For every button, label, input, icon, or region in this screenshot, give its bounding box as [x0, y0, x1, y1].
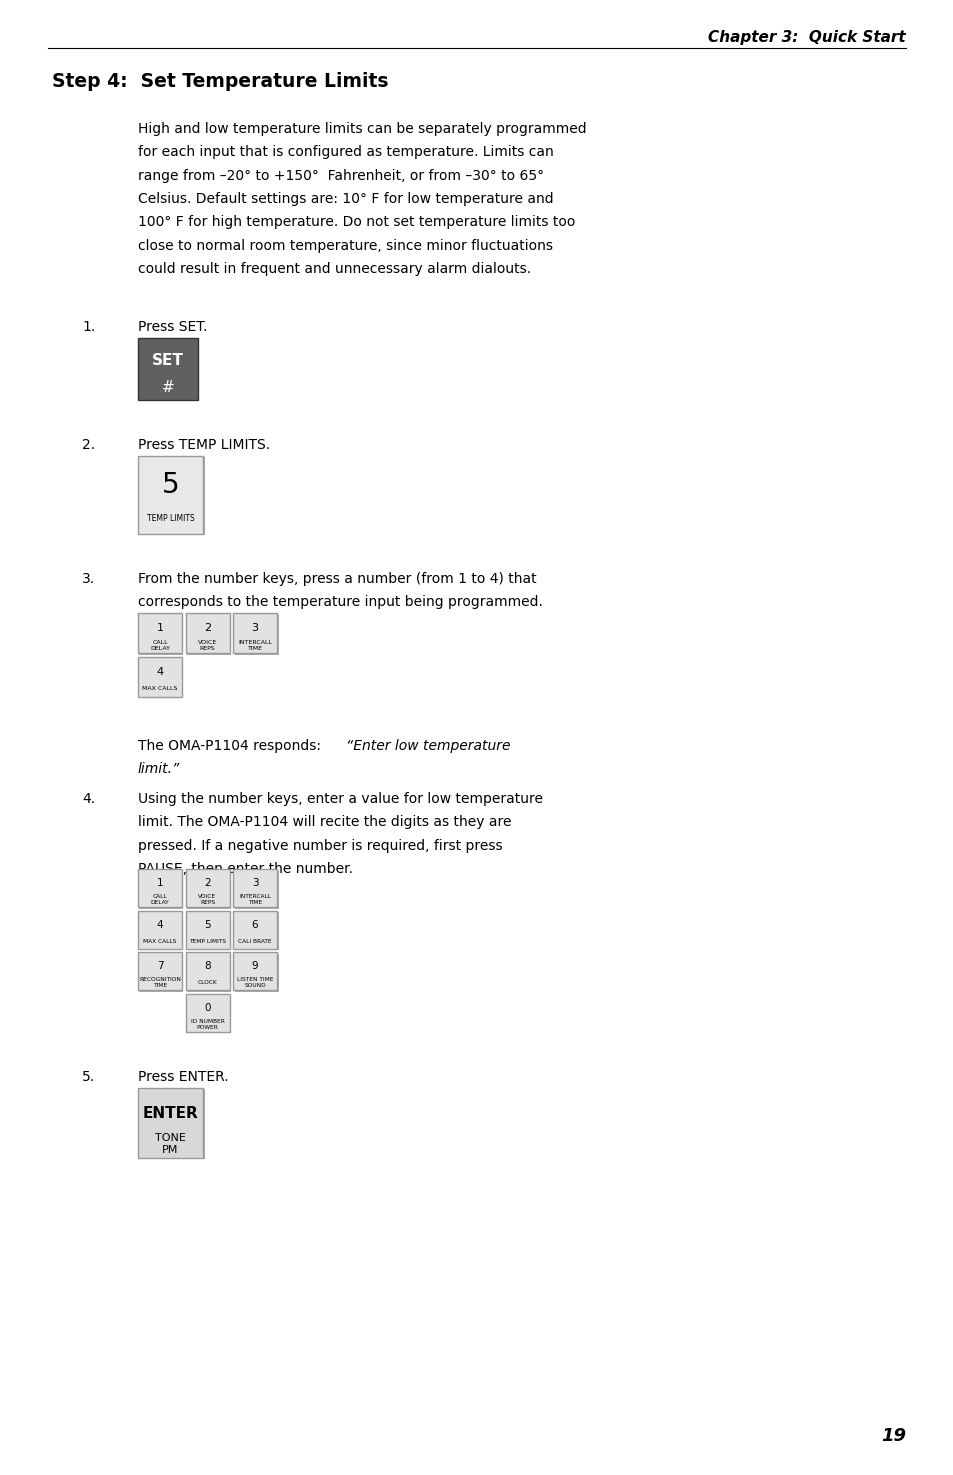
Bar: [233, 910, 276, 948]
Text: 2: 2: [204, 622, 211, 633]
Text: PAUSE, then enter the number.: PAUSE, then enter the number.: [138, 861, 353, 876]
Bar: [187, 996, 231, 1034]
Text: Celsius. Default settings are: 10° F for low temperature and: Celsius. Default settings are: 10° F for…: [138, 192, 553, 206]
Text: CLOCK: CLOCK: [197, 981, 217, 985]
Bar: [139, 913, 183, 950]
Bar: [138, 614, 182, 653]
Text: pressed. If a negative number is required, first press: pressed. If a negative number is require…: [138, 839, 502, 853]
Bar: [139, 870, 183, 909]
Text: 8: 8: [204, 962, 211, 972]
Bar: [185, 614, 230, 653]
Text: Press ENTER.: Press ENTER.: [138, 1069, 229, 1084]
Bar: [139, 457, 204, 535]
Text: High and low temperature limits can be separately programmed: High and low temperature limits can be s…: [138, 122, 586, 136]
Bar: [187, 954, 231, 991]
Text: 1: 1: [156, 878, 163, 888]
Text: Chapter 3:  Quick Start: Chapter 3: Quick Start: [708, 30, 905, 46]
Text: 9: 9: [252, 962, 258, 972]
Bar: [139, 954, 183, 991]
Text: 1: 1: [156, 622, 163, 633]
Text: CALL
DELAY: CALL DELAY: [151, 894, 169, 906]
Text: Press TEMP LIMITS.: Press TEMP LIMITS.: [138, 438, 270, 451]
Text: MAX CALLS: MAX CALLS: [143, 938, 176, 944]
Text: #: #: [161, 381, 174, 395]
Bar: [234, 913, 278, 950]
Bar: [187, 913, 231, 950]
Bar: [139, 1090, 204, 1159]
Bar: [234, 615, 278, 655]
Text: limit. The OMA-P1104 will recite the digits as they are: limit. The OMA-P1104 will recite the dig…: [138, 816, 511, 829]
Bar: [138, 953, 182, 990]
Text: MAX CALLS: MAX CALLS: [142, 686, 177, 692]
Text: 7: 7: [156, 962, 163, 972]
Text: 3.: 3.: [82, 572, 95, 586]
Text: VOICE
REPS: VOICE REPS: [198, 894, 216, 906]
Text: CALL
DELAY: CALL DELAY: [150, 640, 170, 650]
Text: From the number keys, press a number (from 1 to 4) that: From the number keys, press a number (fr…: [138, 572, 536, 586]
Text: 3: 3: [252, 622, 258, 633]
Text: Press SET.: Press SET.: [138, 320, 208, 333]
Text: 19: 19: [880, 1426, 905, 1446]
Text: close to normal room temperature, since minor fluctuations: close to normal room temperature, since …: [138, 239, 553, 252]
Text: 2.: 2.: [82, 438, 95, 451]
Text: could result in frequent and unnecessary alarm dialouts.: could result in frequent and unnecessary…: [138, 261, 531, 276]
Bar: [234, 870, 278, 909]
Bar: [185, 994, 230, 1032]
Text: INTERCALL
TIME: INTERCALL TIME: [237, 640, 272, 650]
Bar: [185, 869, 230, 907]
Text: range from –20° to +150°  Fahrenheit, or from –30° to 65°: range from –20° to +150° Fahrenheit, or …: [138, 168, 543, 183]
Text: TEMP LIMITS: TEMP LIMITS: [147, 513, 194, 524]
Bar: [139, 658, 183, 698]
Text: 5.: 5.: [82, 1069, 95, 1084]
Text: corresponds to the temperature input being programmed.: corresponds to the temperature input bei…: [138, 596, 542, 609]
Bar: [138, 456, 203, 534]
Bar: [138, 910, 182, 948]
Text: “Enter low temperature: “Enter low temperature: [345, 739, 510, 752]
Text: The OMA-P1104 responds:: The OMA-P1104 responds:: [138, 739, 330, 752]
Text: 2: 2: [204, 878, 211, 888]
Text: 3: 3: [252, 878, 258, 888]
Text: 4.: 4.: [82, 792, 95, 807]
Text: ENTER: ENTER: [143, 1106, 198, 1121]
Text: VOICE
REPS: VOICE REPS: [197, 640, 217, 650]
Text: 5: 5: [204, 920, 211, 929]
Bar: [138, 338, 198, 400]
Bar: [187, 615, 231, 655]
Text: TONE
PM: TONE PM: [155, 1133, 186, 1155]
Text: for each input that is configured as temperature. Limits can: for each input that is configured as tem…: [138, 146, 553, 159]
Text: 100° F for high temperature. Do not set temperature limits too: 100° F for high temperature. Do not set …: [138, 215, 575, 229]
Text: ID NUMBER
POWER: ID NUMBER POWER: [191, 1019, 224, 1030]
Bar: [138, 1087, 203, 1158]
Bar: [233, 953, 276, 990]
Bar: [139, 339, 199, 401]
Text: LISTEN TIME
SOUND: LISTEN TIME SOUND: [236, 978, 273, 988]
Text: 1.: 1.: [82, 320, 95, 333]
Text: TEMP LIMITS: TEMP LIMITS: [189, 938, 226, 944]
Text: SET: SET: [152, 354, 184, 369]
Text: Using the number keys, enter a value for low temperature: Using the number keys, enter a value for…: [138, 792, 542, 807]
Bar: [139, 615, 183, 655]
Text: INTERCALL
TIME: INTERCALL TIME: [239, 894, 271, 906]
Bar: [233, 614, 276, 653]
Text: limit.”: limit.”: [138, 763, 180, 776]
Text: 4: 4: [156, 667, 163, 677]
Text: Step 4:  Set Temperature Limits: Step 4: Set Temperature Limits: [52, 72, 388, 91]
Text: RECOGNITION
TIME: RECOGNITION TIME: [139, 978, 181, 988]
Text: 5: 5: [161, 471, 179, 499]
Bar: [187, 870, 231, 909]
Text: CALI BRATE: CALI BRATE: [238, 938, 272, 944]
Bar: [185, 910, 230, 948]
Text: 6: 6: [252, 920, 258, 929]
Text: 4: 4: [156, 920, 163, 929]
Bar: [234, 954, 278, 991]
Text: 0: 0: [204, 1003, 211, 1013]
Bar: [138, 656, 182, 696]
Bar: [185, 953, 230, 990]
Bar: [233, 869, 276, 907]
Bar: [138, 869, 182, 907]
